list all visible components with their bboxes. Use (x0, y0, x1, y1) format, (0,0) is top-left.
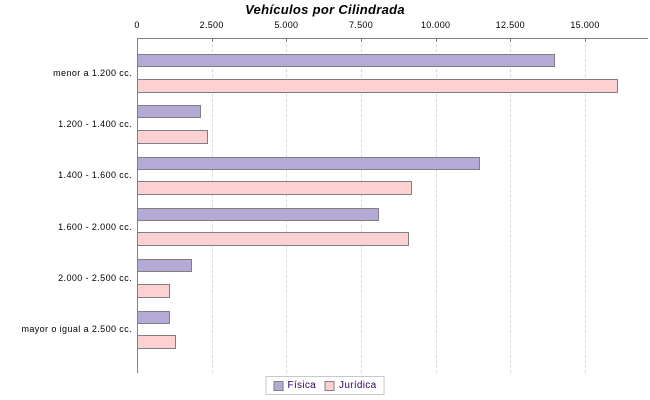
legend: Física Jurídica (265, 376, 385, 395)
bar-juridica (137, 129, 208, 144)
y-axis-line (137, 38, 138, 373)
category-label: 2.000 - 2.500 cc. (58, 273, 132, 283)
x-tick-label: 15.000 (570, 20, 600, 30)
legend-label-juridica: Jurídica (339, 380, 377, 391)
gridline (286, 39, 288, 373)
axis-tick (510, 38, 512, 42)
category-label: mayor o igual a 2.500 cc. (21, 324, 132, 335)
legend-label-fisica: Física (287, 380, 317, 391)
bar-fisica (137, 54, 555, 67)
x-tick-label: 0 (134, 20, 140, 30)
category-label: 1.200 - 1.400 cc. (58, 119, 132, 130)
axis-tick (286, 38, 288, 42)
legend-item-juridica: Jurídica (325, 380, 376, 391)
x-axis-line (137, 38, 648, 39)
category-label: 1.600 - 2.000 cc. (58, 221, 132, 232)
chart-title: Vehículos por Cilindrada (245, 2, 405, 17)
legend-item-fisica: Física (273, 380, 317, 391)
x-tick-label: 7.500 (348, 20, 374, 30)
bar-fisica (137, 259, 192, 273)
bar-fisica (137, 105, 201, 119)
axis-tick (585, 38, 586, 42)
gridline (510, 39, 512, 373)
gridline (585, 39, 586, 373)
gridline (211, 39, 213, 373)
bar-juridica (137, 335, 176, 349)
bar-fisica (137, 156, 480, 170)
x-tick-label: 2.500 (199, 20, 224, 30)
bar-juridica (137, 181, 412, 196)
legend-swatch-juridica (325, 380, 336, 391)
gridline (435, 39, 437, 373)
bar-fisica (137, 310, 170, 324)
axis-tick (361, 38, 362, 42)
x-tick-label: 5.000 (274, 20, 299, 30)
bar-juridica (137, 232, 409, 247)
axis-tick (435, 38, 437, 42)
legend-swatch-fisica (273, 380, 284, 391)
axis-tick (211, 38, 213, 42)
category-label: menor a 1.200 cc. (53, 67, 132, 78)
category-label: 1.400 - 1.600 cc. (58, 170, 132, 181)
x-tick-label: 10.000 (420, 20, 451, 30)
x-tick-label: 12.500 (495, 20, 525, 30)
bar-juridica (137, 78, 618, 93)
bar-juridica (137, 283, 170, 298)
bar-fisica (137, 207, 379, 221)
gridline (361, 39, 362, 373)
axis-tick (137, 38, 138, 42)
